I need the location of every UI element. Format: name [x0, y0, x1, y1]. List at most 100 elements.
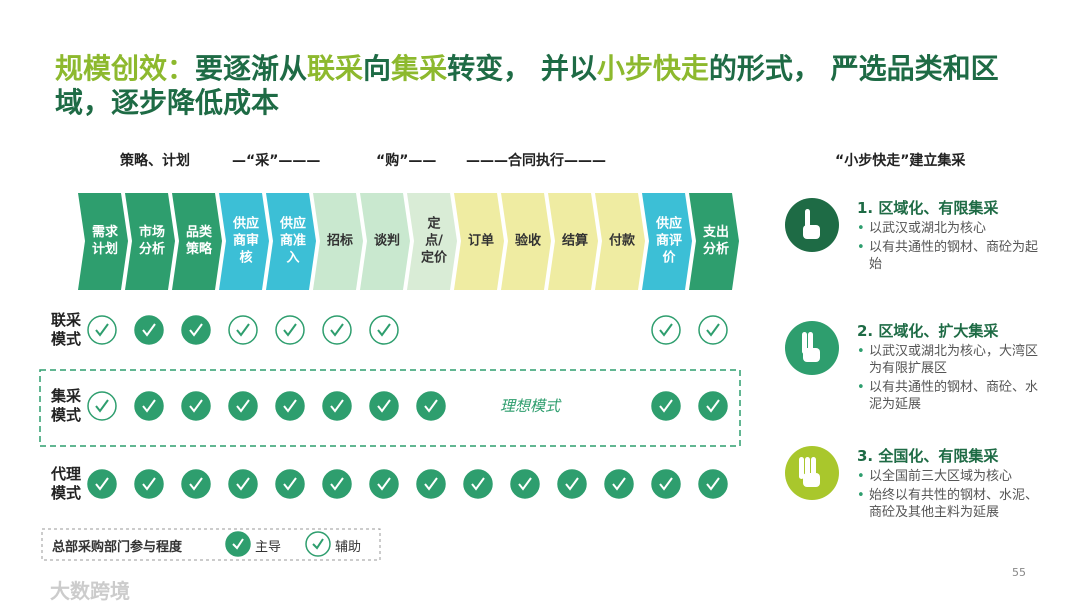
watermark: 大数跨境: [50, 579, 130, 603]
step-chevron: [313, 193, 363, 290]
step-label: 供应商准入: [279, 216, 306, 266]
participation-mark: [698, 391, 728, 421]
title: 规模创效：要逐渐从联采向集采转变， 并以小步快走的形式， 严选品类和区域，逐步降…: [55, 52, 1005, 120]
participation-mark: [698, 315, 728, 345]
participation-mark: [322, 391, 352, 421]
side-item: 2. 区域化、扩大集采以武汉或湖北为核心，大湾区为有限扩展区以有共通性的钢材、商…: [857, 320, 1039, 413]
step-label: 品类策略: [185, 225, 212, 257]
step-chevron: [689, 193, 739, 290]
check: [659, 477, 673, 491]
participation-mark: [557, 469, 587, 499]
legend-box: [41, 528, 381, 561]
participation-mark: [134, 315, 164, 345]
check: [330, 323, 344, 337]
side-bullet: 以有共通性的钢材、商砼、水泥为延展: [857, 379, 1039, 413]
step-chevron: [548, 193, 598, 290]
participation-mark: [228, 315, 258, 345]
step-label: 付款: [608, 233, 635, 249]
step-label: 验收: [514, 233, 541, 249]
step-chevron: [360, 193, 410, 290]
step-chevron: [125, 193, 175, 290]
phase-label: ———合同执行———: [466, 153, 606, 169]
participation-mark: [369, 315, 399, 345]
check: [236, 477, 250, 491]
check: [706, 477, 720, 491]
step-chevron: [78, 193, 128, 290]
side-item-title: 1. 区域化、有限集采: [857, 199, 999, 217]
phase-label: —“采”———: [232, 153, 321, 169]
check: [189, 477, 203, 491]
check: [518, 477, 532, 491]
side-bullet: 以武汉或湖北为核心，大湾区为有限扩展区: [857, 343, 1039, 377]
legend-mark: [305, 531, 331, 557]
title-segment: 小步快走: [596, 52, 709, 85]
check: [142, 323, 156, 337]
participation-mark: [416, 391, 446, 421]
check: [424, 399, 438, 413]
participation-mark: [604, 469, 634, 499]
check: [659, 323, 673, 337]
step-chevron: [172, 193, 222, 290]
check: [377, 323, 391, 337]
step-chevron: [407, 193, 457, 290]
icon-palm: [803, 473, 820, 487]
check: [424, 477, 438, 491]
step-label: 需求计划: [91, 225, 118, 257]
row-label: 代理模式: [51, 465, 82, 502]
participation-mark: [369, 469, 399, 499]
icon-finger: [799, 457, 804, 479]
step-label: 供应商评价: [655, 216, 682, 266]
participation-mark: [275, 315, 305, 345]
participation-mark: [651, 469, 681, 499]
participation-mark: [651, 315, 681, 345]
participation-mark: [510, 469, 540, 499]
step-chevron: [595, 193, 645, 290]
participation-mark: [416, 469, 446, 499]
check: [283, 323, 297, 337]
check: [330, 477, 344, 491]
check: [95, 323, 109, 337]
participation-mark: [322, 469, 352, 499]
legend-title: 总部采购部门参与程度: [52, 540, 183, 555]
participation-mark: [369, 391, 399, 421]
check: [659, 399, 673, 413]
side-bullet: 以有共通性的钢材、商砼为起始: [857, 239, 1039, 273]
check: [232, 538, 244, 550]
check: [236, 323, 250, 337]
legend-label: 主导: [255, 540, 282, 555]
step-label: 谈判: [373, 233, 400, 249]
legend-mark: [225, 531, 251, 557]
row-label: 集采模式: [51, 387, 82, 424]
participation-mark: [698, 469, 728, 499]
check: [95, 477, 109, 491]
participation-mark: [651, 391, 681, 421]
title-segment: 集采: [391, 52, 448, 85]
step-label: 供应商审核: [232, 216, 259, 266]
check: [142, 399, 156, 413]
side-item-title: 2. 区域化、扩大集采: [857, 322, 999, 340]
title-segment: 转变， 并以: [447, 52, 597, 85]
check: [706, 323, 720, 337]
check: [377, 399, 391, 413]
participation-mark: [322, 315, 352, 345]
side-item-title: 3. 全国化、有限集采: [857, 447, 999, 465]
side-heading: “小步快走”建立集采: [835, 153, 966, 169]
participation-mark: [181, 391, 211, 421]
icon-palm: [803, 348, 820, 362]
side-item: 1. 区域化、有限集采以武汉或湖北为核心以有共通性的钢材、商砼为起始: [857, 197, 1039, 273]
phase-label: “购”——: [376, 153, 437, 169]
check: [377, 477, 391, 491]
participation-mark: [228, 391, 258, 421]
side-item: 3. 全国化、有限集采以全国前三大区域为核心始终以有共性的钢材、水泥、商砼及其他…: [857, 445, 1039, 521]
step-label: 招标: [326, 233, 353, 249]
participation-mark: [87, 469, 117, 499]
phase-label: 策略、计划: [120, 153, 190, 169]
participation-mark: [463, 469, 493, 499]
side-bullet: 以全国前三大区域为核心: [857, 468, 1039, 485]
step-label: 支出分析: [702, 225, 729, 257]
step-chevron: [501, 193, 551, 290]
check: [706, 399, 720, 413]
participation-mark: [134, 469, 164, 499]
participation-mark: [228, 469, 258, 499]
